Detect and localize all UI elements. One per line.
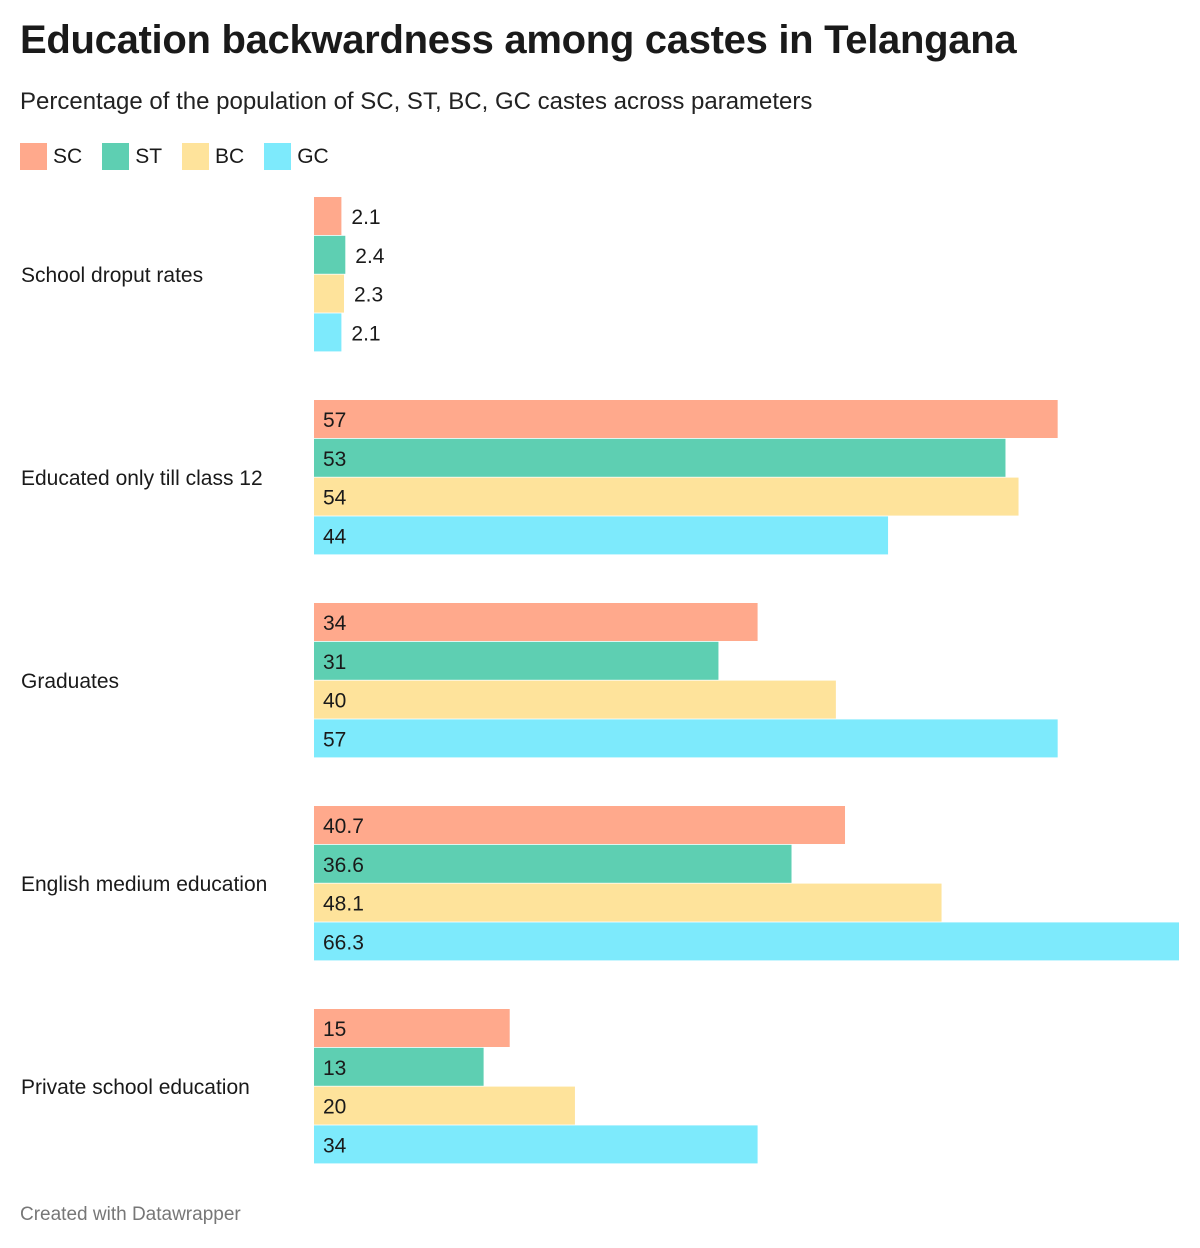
value-label-bc-school-droput-rates: 2.3 bbox=[354, 284, 383, 307]
bar-sc-english-medium-education bbox=[314, 806, 846, 844]
bar-st-educated-only-till-class-12 bbox=[314, 438, 1006, 477]
bar-gc-educated-only-till-class-12 bbox=[314, 516, 889, 555]
chart-title: Education backwardness among castes in T… bbox=[20, 18, 1017, 62]
value-label-st-graduates: 31 bbox=[323, 651, 346, 674]
legend-swatch-gc bbox=[264, 143, 292, 170]
category-label-educated-only-till-class-12: Educated only till class 12 bbox=[21, 467, 263, 490]
chart-subtitle: Percentage of the population of SC, ST, … bbox=[20, 88, 813, 115]
bar-sc-school-droput-rates bbox=[314, 197, 342, 235]
bar-bc-school-droput-rates bbox=[314, 274, 345, 313]
value-label-bc-graduates: 40 bbox=[323, 690, 346, 713]
bar-sc-private-school-education bbox=[314, 1009, 510, 1047]
value-label-gc-private-school-education: 34 bbox=[323, 1134, 347, 1157]
category-label-graduates: Graduates bbox=[21, 670, 119, 693]
value-label-gc-english-medium-education: 66.3 bbox=[323, 931, 364, 954]
value-label-sc-educated-only-till-class-12: 57 bbox=[323, 409, 346, 432]
bar-gc-graduates bbox=[314, 719, 1058, 758]
value-label-st-english-medium-education: 36.6 bbox=[323, 854, 364, 877]
bar-bc-educated-only-till-class-12 bbox=[314, 477, 1019, 516]
legend-swatch-bc bbox=[182, 143, 210, 170]
bar-sc-graduates bbox=[314, 603, 758, 641]
value-label-bc-educated-only-till-class-12: 54 bbox=[323, 487, 347, 510]
bar-bc-english-medium-education bbox=[314, 883, 942, 922]
value-label-sc-private-school-education: 15 bbox=[323, 1018, 346, 1041]
category-label-private-school-education: Private school education bbox=[21, 1076, 250, 1099]
category-label-english-medium-education: English medium education bbox=[21, 873, 267, 896]
legend-swatch-st bbox=[102, 143, 130, 170]
bar-gc-private-school-education bbox=[314, 1125, 758, 1164]
value-label-st-educated-only-till-class-12: 53 bbox=[323, 448, 346, 471]
value-label-bc-english-medium-education: 48.1 bbox=[323, 893, 364, 916]
legend-label-bc: BC bbox=[215, 144, 245, 168]
legend-item-sc: SC bbox=[20, 143, 82, 170]
value-label-gc-educated-only-till-class-12: 44 bbox=[323, 525, 347, 548]
bar-bc-private-school-education bbox=[314, 1086, 575, 1125]
legend-label-st: ST bbox=[135, 144, 163, 168]
category-label-school-droput-rates: School droput rates bbox=[21, 264, 203, 287]
bar-st-english-medium-education bbox=[314, 844, 792, 883]
value-label-sc-school-droput-rates: 2.1 bbox=[351, 206, 380, 229]
bar-bc-graduates bbox=[314, 680, 836, 719]
legend: SC ST BC GC bbox=[20, 143, 349, 170]
bar-st-graduates bbox=[314, 641, 719, 680]
value-label-sc-english-medium-education: 40.7 bbox=[323, 815, 364, 838]
bar-st-school-droput-rates bbox=[314, 235, 346, 274]
value-label-sc-graduates: 34 bbox=[323, 612, 347, 635]
bar-gc-school-droput-rates bbox=[314, 313, 342, 352]
legend-swatch-sc bbox=[20, 143, 47, 170]
value-label-bc-private-school-education: 20 bbox=[323, 1096, 346, 1119]
bar-sc-educated-only-till-class-12 bbox=[314, 400, 1058, 438]
value-label-st-school-droput-rates: 2.4 bbox=[355, 245, 385, 268]
legend-label-sc: SC bbox=[53, 144, 83, 168]
value-label-gc-graduates: 57 bbox=[323, 728, 346, 751]
legend-item-bc: BC bbox=[182, 143, 244, 170]
value-label-st-private-school-education: 13 bbox=[323, 1057, 346, 1080]
bar-st-private-school-education bbox=[314, 1047, 484, 1086]
credit-footer: Created with Datawrapper bbox=[20, 1204, 241, 1225]
legend-label-gc: GC bbox=[297, 144, 329, 168]
legend-item-st: ST bbox=[102, 143, 162, 170]
legend-item-gc: GC bbox=[264, 143, 329, 170]
value-label-gc-school-droput-rates: 2.1 bbox=[351, 322, 380, 345]
bar-gc-english-medium-education bbox=[314, 922, 1179, 961]
